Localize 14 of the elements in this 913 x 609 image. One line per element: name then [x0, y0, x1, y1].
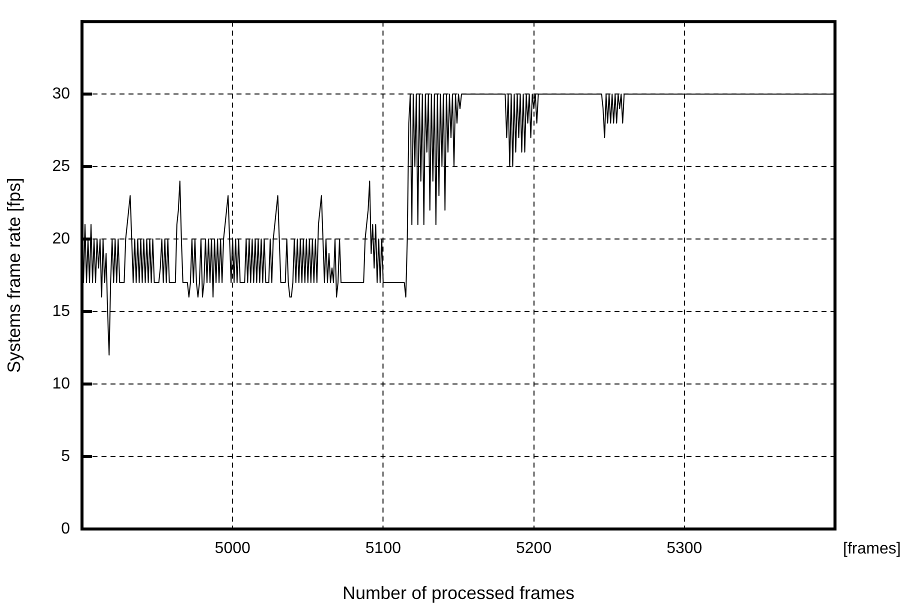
x-tick-label: 5000 — [214, 540, 250, 558]
y-tick-label: 0 — [61, 520, 70, 538]
y-tick-label: 15 — [52, 302, 70, 320]
x-tick-label: 5100 — [365, 540, 402, 558]
y-tick-label: 5 — [61, 448, 70, 465]
x-tick-label: 5200 — [516, 540, 552, 558]
y-tick-label: 20 — [52, 230, 70, 248]
y-axis-title: Systems frame rate [fps] — [4, 178, 24, 373]
y-tick-label: 10 — [52, 375, 70, 392]
y-tick-label: 25 — [52, 158, 70, 175]
x-axis-title: Number of processed frames — [342, 583, 575, 604]
x-tick-label: 5300 — [666, 540, 702, 558]
text: [frames] — [843, 540, 901, 558]
y-tick-label: 30 — [52, 85, 70, 102]
